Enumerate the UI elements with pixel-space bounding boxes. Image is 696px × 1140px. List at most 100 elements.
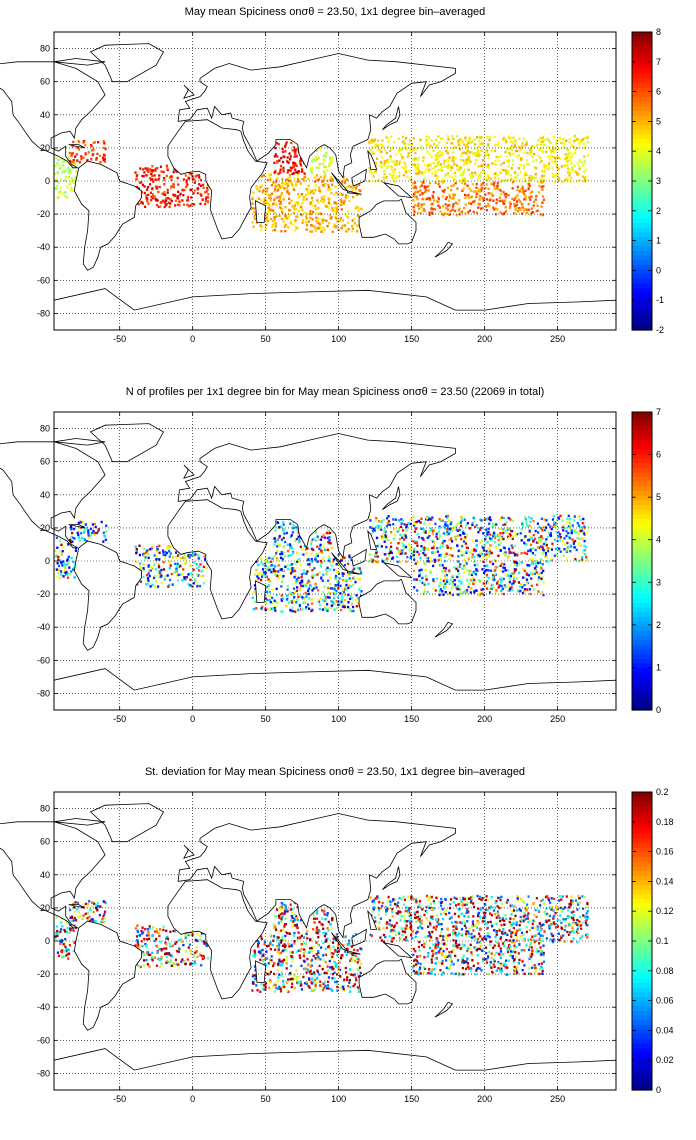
colorbar-tick-label: 0.06: [656, 996, 674, 1006]
grid-lines: [54, 792, 616, 1090]
x-tick-label: 200: [477, 714, 492, 724]
y-tick-label: 40: [40, 110, 50, 120]
y-tick-label: 60: [40, 77, 50, 87]
land-outline: [73, 540, 142, 651]
x-tick-label: 150: [404, 714, 419, 724]
colorbar-tick-label: 3: [656, 176, 661, 186]
y-tick-label: -40: [37, 622, 50, 632]
y-tick-label: 60: [40, 837, 50, 847]
colorbar-tick-label: 5: [656, 116, 661, 126]
x-tick-label: 200: [477, 334, 492, 344]
colorbar-tick-label: -2: [656, 325, 664, 335]
land-outline: [177, 53, 456, 179]
colorbar: 0.2 0.18 0.16 0.14 0.12 0.1 0.08 0.06 0.04 0.02 0: [631, 787, 674, 1095]
x-tick-label: -50: [113, 1094, 126, 1104]
land-outline: [53, 58, 106, 66]
x-tick-label: 0: [190, 714, 195, 724]
land-outline: [177, 433, 456, 559]
colorbar-tick-label: 0.18: [656, 817, 674, 827]
x-tick-label: 0: [190, 1094, 195, 1104]
land-outline: [358, 198, 417, 245]
y-tick-label: -60: [37, 655, 50, 665]
x-tick-label: 0: [190, 334, 195, 344]
chart-title: N of profiles per 1x1 degree bin for May…: [125, 386, 545, 398]
colorbar-tick-label: 0.12: [656, 906, 674, 916]
land-outline: [89, 43, 165, 83]
y-tick-label: 20: [40, 523, 50, 533]
spiciness-mean-panel: May mean Spiciness onσθ = 23.50, 1x1 deg…: [0, 0, 696, 380]
y-tick-label: 20: [40, 143, 50, 153]
y-tick-label: -40: [37, 1002, 50, 1012]
y-tick-label: 80: [40, 44, 50, 54]
x-tick-label: 50: [261, 714, 271, 724]
data-cells: [54, 514, 589, 613]
land-outline: [382, 106, 401, 131]
profile-count-map: -50 0 50 100 150 200 250806040200-20-40-60-807…: [0, 407, 661, 724]
land-outline: [434, 621, 454, 638]
y-tick-label: 0: [45, 936, 50, 946]
y-tick-label: -80: [37, 1068, 50, 1078]
colorbar-tick-label: 0: [656, 265, 661, 275]
land-outline: [367, 149, 378, 170]
y-tick-label: 60: [40, 457, 50, 467]
x-tick-label: 100: [331, 334, 346, 344]
land-outline: [331, 932, 348, 952]
colorbar-tick-label: 2: [656, 206, 661, 216]
colorbar-tick-label: 0.2: [656, 787, 669, 797]
land-outline: [0, 441, 106, 549]
spiciness-mean-map: -50 0 50 100 150 200 250806040200-20-40-60-808…: [0, 27, 664, 344]
y-tick-label: -60: [37, 275, 50, 285]
std-deviation-map: -50 0 50 100 150 200 250806040200-20-40-60-800…: [0, 787, 674, 1104]
y-tick-label: -40: [37, 242, 50, 252]
colorbar-tick-label: 0.02: [656, 1055, 674, 1065]
x-tick-label: 50: [261, 1094, 271, 1104]
land-outline: [177, 813, 456, 939]
land-outline: [351, 928, 367, 947]
land-outline: [367, 909, 378, 930]
colorbar-tick-label: 1: [656, 236, 661, 246]
x-tick-label: 100: [331, 1094, 346, 1104]
land-outline: [73, 160, 142, 271]
x-tick-label: 250: [550, 334, 565, 344]
colorbar-tick-label: 0.1: [656, 936, 669, 946]
colorbar-tick-label: 0: [656, 705, 661, 715]
land-outline: [358, 958, 417, 1005]
y-tick-label: 80: [40, 804, 50, 814]
y-tick-label: -20: [37, 969, 50, 979]
x-tick-label: 150: [404, 1094, 419, 1104]
colorbar: 8 7 6 5 4 3 2 1 0 -1 -2: [631, 27, 664, 335]
land-outline: [0, 61, 106, 169]
colorbar-tick-label: 0: [656, 1085, 661, 1095]
land-outline: [89, 803, 165, 843]
land-outline: [358, 578, 417, 625]
land-outline: [0, 821, 106, 929]
y-tick-label: -20: [37, 209, 50, 219]
colorbar-tick-label: 6: [656, 87, 661, 97]
y-tick-label: -80: [37, 688, 50, 698]
y-tick-label: 40: [40, 870, 50, 880]
land-outline: [367, 529, 378, 550]
colorbar-tick-label: 8: [656, 27, 661, 37]
y-tick-label: 0: [45, 176, 50, 186]
land-outline: [68, 524, 85, 529]
land-outline: [53, 438, 106, 446]
coastlines: [0, 803, 617, 1091]
land-outline: [347, 950, 361, 955]
std-deviation-panel: St. deviation for May mean Spiciness onσ…: [0, 760, 696, 1140]
land-outline: [331, 552, 348, 572]
y-tick-label: -20: [37, 589, 50, 599]
x-tick-label: 150: [404, 334, 419, 344]
colorbar-tick-label: 4: [656, 535, 661, 545]
land-outline: [254, 960, 267, 983]
colorbar-tick-label: -1: [656, 295, 664, 305]
land-outline: [183, 464, 195, 479]
coastlines: [0, 43, 617, 331]
colorbar: 7 6 5 4 3 2 1 0: [631, 407, 661, 715]
land-outline: [351, 168, 367, 187]
land-outline: [434, 1001, 454, 1018]
land-outline: [331, 172, 348, 192]
colorbar-tick-label: 1: [656, 662, 661, 672]
